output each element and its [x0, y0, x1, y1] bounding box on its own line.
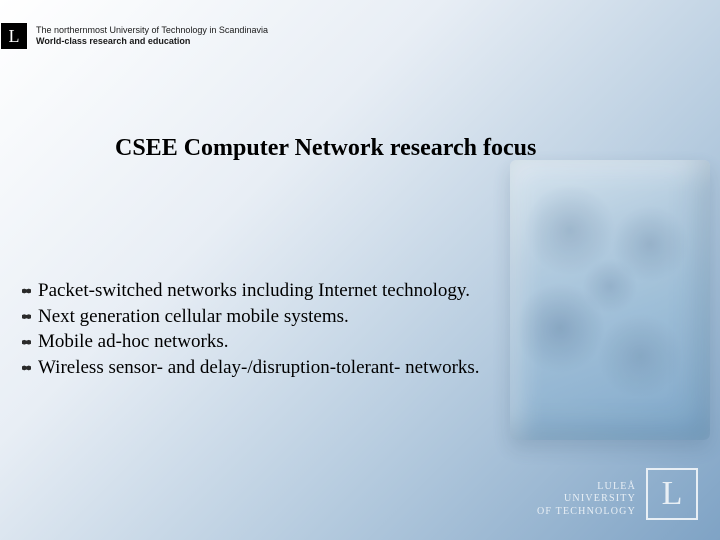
footer-line-2: UNIVERSITY — [537, 493, 636, 506]
header-tagline-2: World-class research and education — [36, 36, 268, 47]
bullet-item: Packet-switched networks including Inter… — [22, 278, 480, 304]
slide-header: L The northernmost University of Technol… — [0, 22, 268, 50]
bullet-list: Packet-switched networks including Inter… — [22, 278, 480, 381]
footer-logo: LULEÅ UNIVERSITY OF TECHNOLOGY L — [537, 468, 698, 520]
header-tagline-1: The northernmost University of Technolog… — [36, 25, 268, 36]
slide-title: CSEE Computer Network research focus — [115, 135, 536, 162]
bullet-item: Mobile ad-hoc networks. — [22, 329, 480, 355]
footer-line-1: LULEÅ — [537, 481, 636, 494]
decorative-ice-block-image — [510, 160, 710, 440]
header-logo: L — [0, 22, 28, 50]
footer-line-3: OF TECHNOLOGY — [537, 506, 636, 519]
header-text: The northernmost University of Technolog… — [36, 25, 268, 47]
footer-logo-box: L — [646, 468, 698, 520]
footer-university-name: LULEÅ UNIVERSITY OF TECHNOLOGY — [537, 481, 636, 521]
bullet-item: Wireless sensor- and delay-/disruption-t… — [22, 355, 480, 381]
bullet-item: Next generation cellular mobile systems. — [22, 304, 480, 330]
